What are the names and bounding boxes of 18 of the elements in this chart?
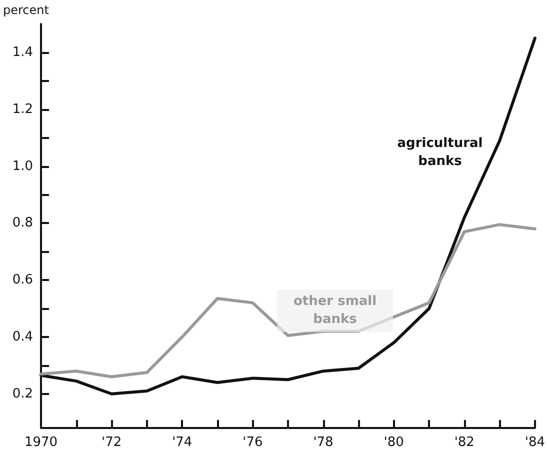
x-tick-label: '84 <box>524 435 546 450</box>
y-tick-label: 0.8 <box>12 216 33 231</box>
y-tick-label: 1.0 <box>12 158 33 174</box>
x-tick-label: '78 <box>313 435 334 450</box>
x-tick-label: '82 <box>454 435 474 450</box>
series-label: other small banks <box>277 290 393 332</box>
x-tick-label: '80 <box>384 435 404 450</box>
y-axis-title: percent <box>3 3 50 17</box>
y-tick-label: 0.2 <box>12 386 33 402</box>
x-tick-label: '72 <box>102 435 122 450</box>
y-tick-label: 0.4 <box>12 329 33 344</box>
x-tick-label: 1970 <box>24 435 58 450</box>
y-tick-label: 1.4 <box>12 44 33 60</box>
y-tick-label: 0.6 <box>12 272 33 288</box>
series-label: agricultural banks <box>396 135 484 172</box>
x-tick-label: '74 <box>172 435 192 450</box>
x-tick-label: '76 <box>242 435 263 450</box>
y-tick-label: 1.2 <box>12 102 33 117</box>
